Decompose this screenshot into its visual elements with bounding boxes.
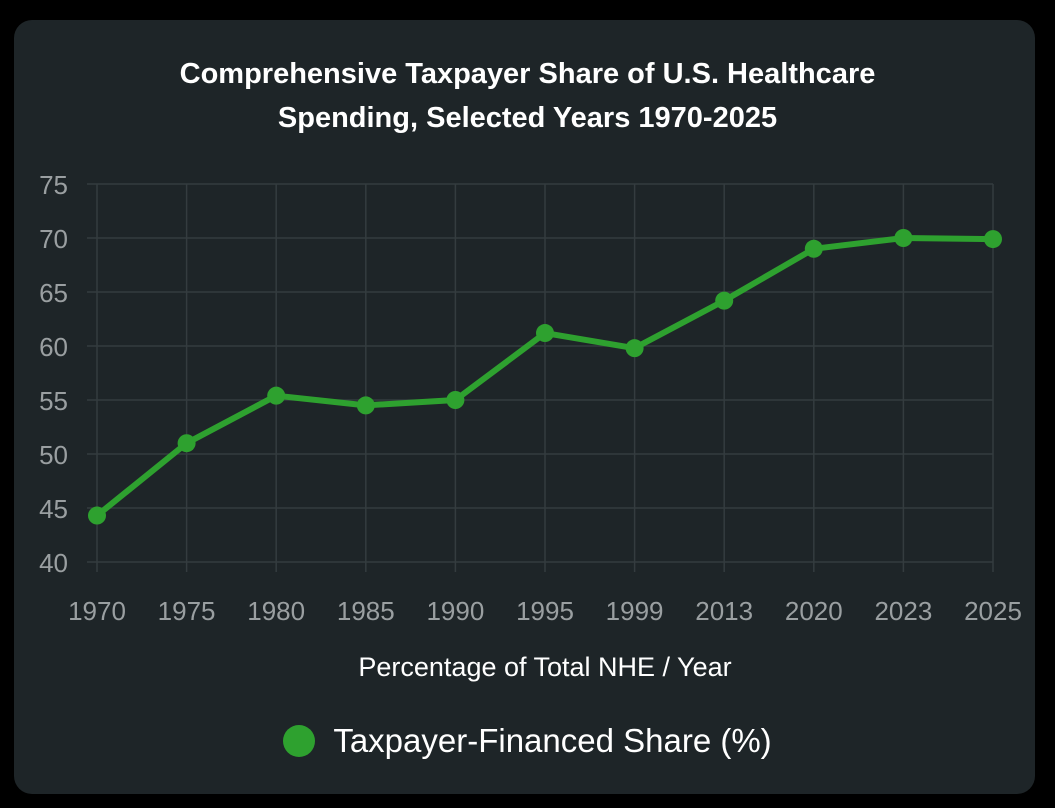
data-point [177, 434, 196, 453]
data-point [625, 339, 644, 358]
y-tick-label: 45 [39, 494, 68, 524]
data-point [894, 229, 913, 247]
grid-layer [87, 183, 994, 572]
data-point [715, 291, 734, 310]
x-tick-label: 1990 [426, 596, 484, 626]
x-tick-label: 2020 [785, 596, 843, 626]
chart-title: Comprehensive Taxpayer Share of U.S. Hea… [0, 52, 1055, 140]
x-tick-label: 1975 [158, 596, 216, 626]
y-tick-label: 60 [39, 332, 68, 362]
legend-marker-icon [283, 725, 316, 757]
chart-title-line-2: Spending, Selected Years 1970-2025 [277, 102, 778, 134]
y-tick-label: 70 [39, 224, 68, 254]
legend-label: Taxpayer-Financed Share (%) [333, 722, 772, 759]
series-layer [88, 229, 1002, 525]
x-tick-label: 2023 [874, 596, 932, 626]
y-tick-labels: 40 45 50 55 60 65 70 75 [39, 170, 68, 578]
data-point [984, 230, 1002, 249]
x-tick-label: 1995 [516, 596, 574, 626]
y-tick-label: 75 [39, 170, 68, 200]
data-point [88, 506, 106, 525]
data-point [356, 396, 375, 415]
data-point [446, 391, 465, 409]
chart-title-line-1: Comprehensive Taxpayer Share of U.S. Hea… [179, 58, 876, 90]
data-point [536, 324, 554, 343]
y-tick-label: 40 [39, 548, 68, 578]
y-tick-label: 50 [39, 440, 68, 470]
x-axis-label: Percentage of Total NHE / Year [358, 652, 731, 682]
x-tick-label: 2013 [695, 596, 753, 626]
legend: Taxpayer-Financed Share (%) [0, 718, 1055, 764]
x-tick-label: 1985 [337, 596, 395, 626]
x-tick-label: 1999 [606, 596, 664, 626]
y-tick-label: 55 [39, 386, 68, 416]
x-tick-label: 2025 [964, 596, 1022, 626]
x-tick-label: 1980 [247, 596, 305, 626]
y-tick-label: 65 [39, 278, 68, 308]
x-tick-labels: 1970 1975 1980 1985 1990 1995 1999 2013 2020 2023… [68, 596, 1022, 626]
chart-card [14, 20, 1035, 794]
data-point [804, 239, 823, 258]
x-tick-label: 1970 [68, 596, 126, 626]
data-point [267, 386, 286, 405]
